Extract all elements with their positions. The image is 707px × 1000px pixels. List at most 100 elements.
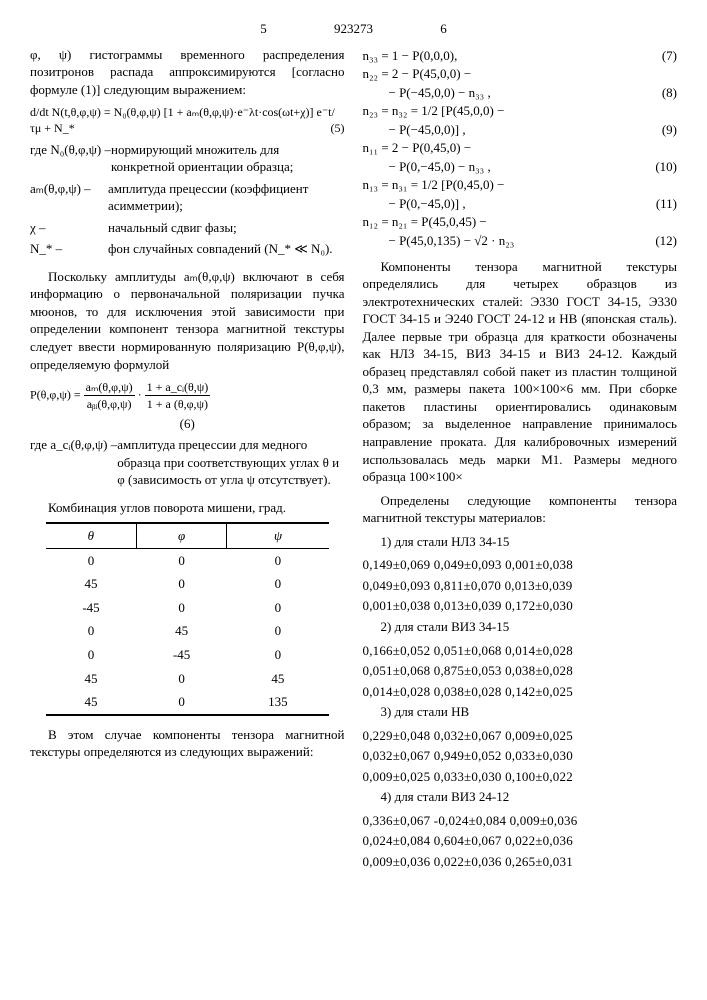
table-row: 000: [46, 548, 329, 572]
definition-6: где a_cᵢ(θ,φ,ψ) – амплитуда прецессии дл…: [30, 436, 345, 491]
tensor-row: 0,032±0,067 0,949±0,052 0,033±0,030: [363, 747, 678, 765]
cell: 135: [227, 690, 329, 715]
equation-line: n₃₃ = 1 − P(0,0,0),(7): [363, 47, 678, 65]
eq6-number: (6): [30, 415, 345, 433]
equation-line: n₁₁ = 2 − P(0,45,0) −: [363, 139, 678, 157]
left-column: φ, ψ) гистограммы временного распределен…: [30, 46, 345, 874]
eq-num: (7): [662, 47, 677, 65]
eq-lhs: n₁₂ = n₂₁ = P(45,0,45) −: [363, 213, 487, 231]
table-row: 450135: [46, 690, 329, 715]
def-val: нормирующий множитель для конкретной ори…: [111, 141, 344, 176]
definitions-block: где N₀(θ,φ,ψ) –нормирующий множитель для…: [30, 141, 345, 260]
tensor-row: 0,049±0,093 0,811±0,070 0,013±0,039: [363, 577, 678, 595]
cell: 0: [46, 548, 137, 572]
paragraph: В этом случае компоненты тензора магнитн…: [30, 726, 345, 761]
steel-title: 3) для стали HB: [363, 703, 678, 721]
right-column: n₃₃ = 1 − P(0,0,0),(7)n₂₂ = 2 − P(45,0,0…: [363, 46, 678, 874]
table-row: 0-450: [46, 643, 329, 667]
eq-lhs: n₂₂ = 2 − P(45,0,0) −: [363, 65, 472, 83]
col-header: φ: [136, 523, 227, 548]
frac1-top: aₘ(θ,φ,ψ): [84, 379, 135, 396]
cell: 0: [46, 643, 137, 667]
cell: 0: [136, 572, 227, 596]
frac2-top: 1 + a_cᵢ(θ,ψ): [145, 379, 211, 396]
eq5-num: (5): [331, 120, 345, 136]
steel-title: 2) для стали ВИЗ 34-15: [363, 618, 678, 636]
tensor-row: 0,166±0,052 0,051±0,068 0,014±0,028: [363, 642, 678, 660]
tensor-equations: n₃₃ = 1 − P(0,0,0),(7)n₂₂ = 2 − P(45,0,0…: [363, 47, 678, 250]
cell: 0: [136, 690, 227, 715]
equation-line: − P(−45,0,0)] , (9): [363, 121, 678, 139]
cell: 0: [227, 596, 329, 620]
cell: 0: [136, 667, 227, 691]
eq-lhs: − P(0,−45,0) − n₃₃ ,: [363, 158, 491, 176]
def-key: N_* –: [30, 240, 108, 258]
eq-lhs: − P(0,−45,0)] ,: [363, 195, 466, 213]
angles-table: θφψ 0004500-450004500-45045045450135: [46, 522, 329, 715]
def-key: где a_cᵢ(θ,φ,ψ) –: [30, 436, 117, 489]
paragraph: Компоненты тензора магнитной текстуры оп…: [363, 258, 678, 486]
def-val: амплитуда прецессии для медного образца …: [117, 436, 344, 489]
col-num-right: 6: [407, 20, 447, 38]
paragraph: Поскольку амплитуды aₘ(θ,φ,ψ) включают в…: [30, 268, 345, 373]
steel-title: 4) для стали ВИЗ 24-12: [363, 788, 678, 806]
equation-line: n₁₃ = n₃₁ = 1/2 [P(0,45,0) −: [363, 176, 678, 194]
patent-number: 923273: [304, 20, 404, 38]
equation-line: − P(0,−45,0)] ,(11): [363, 195, 678, 213]
eq5-body: d/dt N(t,θ,φ,ψ) = N₀(θ,φ,ψ) [1 + aₘ(θ,φ,…: [30, 105, 335, 135]
eq-num: (9): [662, 121, 677, 139]
cell: 0: [227, 643, 329, 667]
def-key: aₘ(θ,φ,ψ) –: [30, 180, 108, 215]
tensor-row: 0,051±0,068 0,875±0,053 0,038±0,028: [363, 662, 678, 680]
table-row: 0450: [46, 619, 329, 643]
eq-lhs: n₁₃ = n₃₁ = 1/2 [P(0,45,0) −: [363, 176, 505, 194]
eq-num: (12): [655, 232, 677, 250]
frac2: 1 + a_cᵢ(θ,ψ) 1 + a (θ,φ,ψ): [145, 379, 211, 412]
tensor-row: 0,001±0,038 0,013±0,039 0,172±0,030: [363, 597, 678, 615]
eq6-dot: ·: [138, 388, 142, 402]
col-header: ψ: [227, 523, 329, 548]
cell: 45: [46, 572, 137, 596]
equation-6: P(θ,φ,ψ) = aₘ(θ,φ,ψ) aᵦᵢ(θ,φ,ψ) · 1 + a_…: [30, 379, 345, 412]
equation-line: − P(−45,0,0) − n₃₃ ,(8): [363, 84, 678, 102]
def-val: начальный сдвиг фазы;: [108, 219, 345, 237]
equation-line: − P(45,0,135) − √2 · n₂₃ (12): [363, 232, 678, 250]
cell: 45: [227, 667, 329, 691]
table-row: 4500: [46, 572, 329, 596]
table-row: 45045: [46, 667, 329, 691]
eq-lhs: − P(−45,0,0)] ,: [363, 121, 466, 139]
equation-line: n₁₂ = n₂₁ = P(45,0,45) −: [363, 213, 678, 231]
cell: -45: [46, 596, 137, 620]
two-column-layout: φ, ψ) гистограммы временного распределен…: [30, 46, 677, 874]
frac1: aₘ(θ,φ,ψ) aᵦᵢ(θ,φ,ψ): [84, 379, 135, 412]
cell: 0: [46, 619, 137, 643]
eq-num: (10): [655, 158, 677, 176]
tensor-row: 0,149±0,069 0,049±0,093 0,001±0,038: [363, 556, 678, 574]
table-row: -4500: [46, 596, 329, 620]
col-num-left: 5: [260, 20, 300, 38]
eq-lhs: − P(45,0,135) − √2 · n₂₃: [363, 232, 515, 250]
tensor-row: 0,014±0,028 0,038±0,028 0,142±0,025: [363, 683, 678, 701]
col-header: θ: [46, 523, 137, 548]
steel-title: 1) для стали НЛЗ 34-15: [363, 533, 678, 551]
eq6-lhs: P(θ,φ,ψ) =: [30, 388, 81, 402]
eq-lhs: − P(−45,0,0) − n₃₃ ,: [363, 84, 491, 102]
tensor-row: 0,024±0,084 0,604±0,067 0,022±0,036: [363, 832, 678, 850]
def-val: фон случайных совпадений (N_* ≪ N₀).: [108, 240, 345, 258]
cell: 45: [46, 690, 137, 715]
cell: 45: [136, 619, 227, 643]
equation-line: n₂₃ = n₃₂ = 1/2 [P(45,0,0) −: [363, 102, 678, 120]
frac2-bot: 1 + a (θ,φ,ψ): [145, 396, 211, 412]
tensor-row: 0,009±0,036 0,022±0,036 0,265±0,031: [363, 853, 678, 871]
def-key: где N₀(θ,φ,ψ) –: [30, 141, 111, 176]
cell: 0: [136, 548, 227, 572]
paragraph: φ, ψ) гистограммы временного распределен…: [30, 46, 345, 99]
tensor-row: 0,336±0,067 -0,024±0,084 0,009±0,036: [363, 812, 678, 830]
tensor-results: 1) для стали НЛЗ 34-15 0,149±0,069 0,049±…: [363, 533, 678, 871]
paragraph: Определены следующие компоненты тензора …: [363, 492, 678, 527]
cell: -45: [136, 643, 227, 667]
eq-lhs: n₁₁ = 2 − P(0,45,0) −: [363, 139, 472, 157]
tensor-row: 0,229±0,048 0,032±0,067 0,009±0,025: [363, 727, 678, 745]
cell: 0: [136, 596, 227, 620]
cell: 0: [227, 619, 329, 643]
